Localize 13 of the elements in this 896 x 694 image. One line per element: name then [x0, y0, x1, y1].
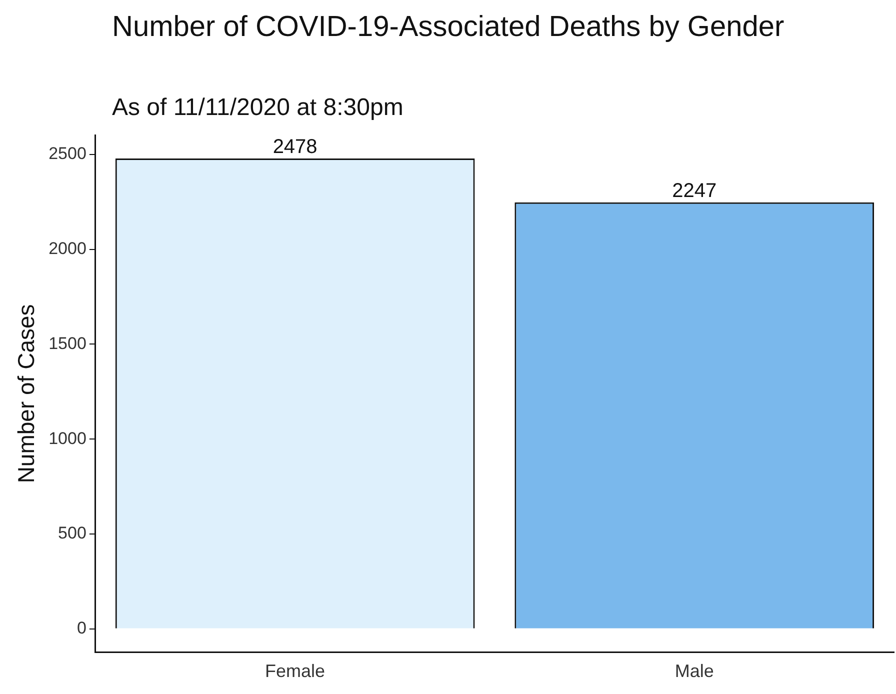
y-tick-label: 0 — [76, 618, 86, 638]
x-tick-label: Male — [674, 661, 714, 682]
y-tick-label: 2000 — [48, 238, 86, 258]
y-axis-title: Number of Cases — [13, 304, 40, 484]
chart-subtitle: As of 11/11/2020 at 8:30pm — [112, 94, 404, 122]
x-tick-label: Female — [265, 661, 326, 682]
y-tick-label: 1500 — [48, 334, 86, 353]
y-tick-label: 2500 — [48, 144, 86, 164]
y-tick-label: 1000 — [48, 428, 86, 448]
data-label: 2247 — [672, 180, 717, 202]
y-tick-label: 500 — [58, 524, 86, 543]
chart-title: Number of COVID-19-Associated Deaths by Gender — [112, 10, 786, 44]
data-label: 2478 — [272, 136, 318, 158]
